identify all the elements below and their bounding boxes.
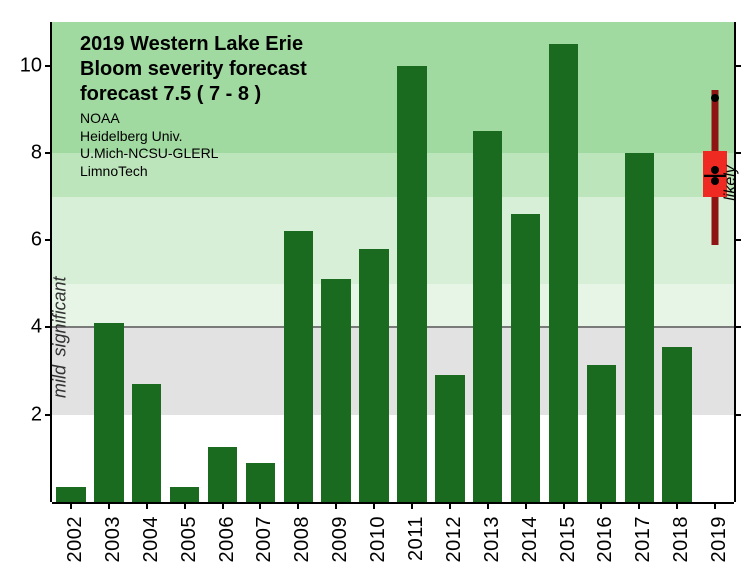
x-tick-mark: [411, 502, 413, 509]
band-label-significant: significant: [50, 276, 71, 356]
forecast-point: [711, 94, 719, 102]
bar: [321, 279, 351, 502]
x-tick-label: 2012: [443, 516, 466, 563]
x-tick-mark: [563, 502, 565, 509]
x-tick-label: 2016: [594, 516, 617, 563]
title-block: 2019 Western Lake Erie Bloom severity fo…: [80, 32, 307, 180]
title-line-3: forecast 7.5 ( 7 - 8 ): [80, 82, 307, 107]
bloom-severity-chart: 246810 mildsignificant —likely 200220032…: [0, 0, 754, 582]
y-axis-right: [734, 22, 736, 502]
plot-area: 246810 mildsignificant —likely 200220032…: [52, 22, 734, 502]
x-tick-label: 2004: [140, 516, 163, 563]
y-tick-mark-right: [734, 239, 741, 241]
x-tick-label: 2017: [632, 516, 655, 563]
bar: [170, 487, 200, 502]
source-1: NOAA: [80, 110, 307, 128]
x-tick-label: 2018: [670, 516, 693, 563]
source-3: U.Mich-NCSU-GLERL: [80, 145, 307, 163]
x-tick-label: 2014: [519, 516, 542, 563]
x-tick-label: 2009: [329, 516, 352, 563]
x-tick-mark: [487, 502, 489, 509]
band-label-mild: mild: [50, 365, 71, 398]
bar: [56, 487, 86, 502]
x-tick-mark: [600, 502, 602, 509]
x-tick-label: 2010: [367, 516, 390, 563]
x-axis: [52, 502, 734, 504]
bar: [549, 44, 579, 502]
x-tick-label: 2015: [557, 516, 580, 563]
bar: [359, 249, 389, 502]
forecast-likely-label: likely: [722, 165, 740, 201]
y-tick-mark-right: [734, 414, 741, 416]
bar: [625, 153, 655, 502]
x-tick-mark: [676, 502, 678, 509]
y-tick-mark: [45, 65, 52, 67]
bar: [132, 384, 162, 502]
x-tick-label: 2008: [291, 516, 314, 563]
x-tick-label: 2002: [64, 516, 87, 563]
bar: [473, 131, 503, 502]
bar: [284, 231, 314, 502]
x-tick-mark: [449, 502, 451, 509]
source-2: Heidelberg Univ.: [80, 128, 307, 146]
x-tick-mark: [184, 502, 186, 509]
x-tick-label: 2006: [216, 516, 239, 563]
y-tick-mark-right: [734, 152, 741, 154]
bar: [94, 323, 124, 502]
x-tick-mark: [259, 502, 261, 509]
bar: [587, 365, 617, 502]
x-tick-mark: [70, 502, 72, 509]
x-tick-mark: [638, 502, 640, 509]
title-line-2: Bloom severity forecast: [80, 57, 307, 82]
x-tick-mark: [297, 502, 299, 509]
x-tick-mark: [373, 502, 375, 509]
x-tick-label: 2005: [178, 516, 201, 563]
bar: [511, 214, 541, 502]
y-tick-mark: [45, 414, 52, 416]
x-tick-label: 2003: [102, 516, 125, 563]
x-tick-mark: [525, 502, 527, 509]
y-axis-left: [50, 22, 52, 502]
x-tick-label: 2019: [708, 516, 731, 563]
bar: [662, 347, 692, 502]
bar: [397, 66, 427, 502]
x-tick-mark: [108, 502, 110, 509]
y-tick-mark: [45, 152, 52, 154]
bar: [435, 375, 465, 502]
y-tick-mark-right: [734, 65, 741, 67]
x-tick-mark: [146, 502, 148, 509]
x-tick-mark: [714, 502, 716, 509]
x-tick-mark: [222, 502, 224, 509]
title-line-1: 2019 Western Lake Erie: [80, 32, 307, 57]
y-tick-mark-right: [734, 326, 741, 328]
x-tick-label: 2007: [253, 516, 276, 563]
x-tick-label: 2011: [405, 516, 428, 561]
source-4: LimnoTech: [80, 163, 307, 181]
x-tick-mark: [335, 502, 337, 509]
bar: [208, 447, 238, 502]
y-tick-mark: [45, 239, 52, 241]
bar: [246, 463, 276, 502]
x-tick-label: 2013: [481, 516, 504, 563]
